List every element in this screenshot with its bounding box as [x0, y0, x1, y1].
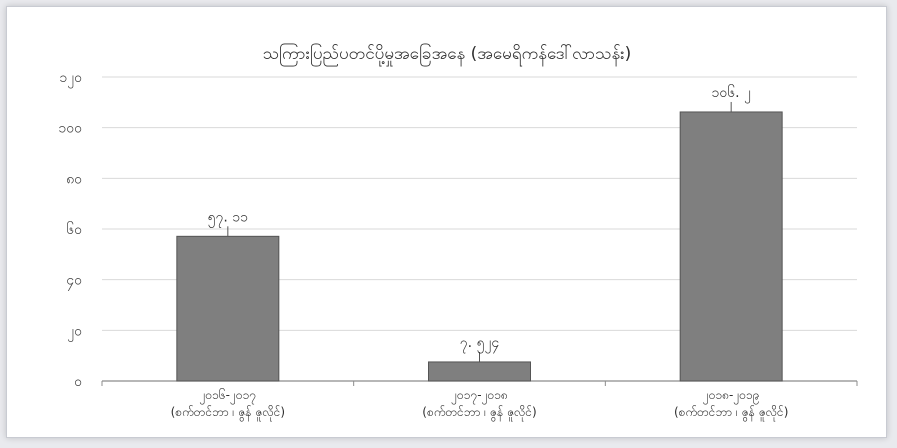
- y-tick-label: ၄၀: [66, 273, 82, 291]
- y-tick-label: ၆၀: [66, 222, 82, 238]
- bar: [679, 111, 783, 382]
- x-tick-label: ၂၀၁၆-၂၀၁၇: [200, 387, 257, 405]
- y-tick-label: ၂၀: [67, 323, 82, 341]
- x-tick-label-sub: (စက်တင်ဘာ ၊ ဇွန် ဇူလိုင်): [422, 404, 536, 422]
- data-label: ၁၀၆. ၂: [711, 85, 751, 103]
- y-tick-label: ၁၀၀: [58, 121, 82, 137]
- x-tick-label-sub: (စက်တင်ဘာ ၊ ဇွန် ဇူလိုင်): [674, 404, 788, 422]
- x-tick-label: ၂၀၁၇-၂၀၁၈: [451, 388, 508, 405]
- y-tick-label: ၀: [74, 374, 82, 390]
- data-label: ၇. ၅၂၄: [460, 335, 500, 353]
- bar-chart: သကြားပြည်ပတင်ပို့မှုအခြေအနေ (အမေရိကန်ဒေါ…: [58, 42, 858, 422]
- data-label: ၅၇. ၁၁: [208, 209, 248, 227]
- bar: [176, 235, 280, 382]
- x-tick-label-sub: (စက်တင်ဘာ ၊ ဇွန် ဇူလိုင်): [171, 404, 285, 422]
- chart-frame: သကြားပြည်ပတင်ပို့မှုအခြေအနေ (အမေရိကန်ဒေါ…: [6, 6, 887, 438]
- bar: [428, 361, 531, 382]
- y-tick-label: ၈၀: [66, 171, 82, 187]
- y-tick-label: ၁၂၀: [59, 70, 82, 88]
- x-tick-label: ၂၀၁၈-၂၀၁၉: [703, 388, 760, 405]
- chart-title: သကြားပြည်ပတင်ပို့မှုအခြေအနေ (အမေရိကန်ဒေါ…: [263, 42, 632, 67]
